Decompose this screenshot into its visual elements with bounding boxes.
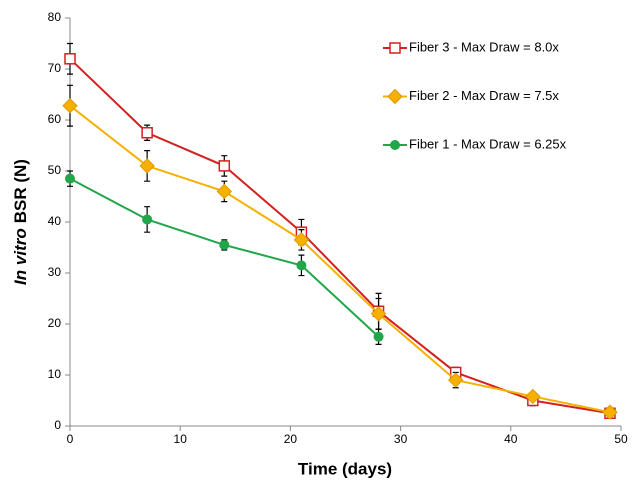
series-line bbox=[69, 58, 611, 415]
data-point bbox=[141, 127, 153, 139]
legend-marker bbox=[387, 88, 403, 105]
x-tick-label: 40 bbox=[504, 432, 518, 446]
data-point bbox=[373, 331, 384, 342]
legend-label: Fiber 2 - Max Draw = 7.5x bbox=[409, 88, 559, 103]
data-point bbox=[525, 388, 541, 405]
data-point bbox=[219, 239, 230, 250]
y-tick-label: 20 bbox=[48, 316, 62, 330]
y-tick-label: 30 bbox=[48, 265, 62, 279]
legend-label: Fiber 3 - Max Draw = 8.0x bbox=[409, 39, 559, 54]
series-line bbox=[69, 177, 380, 338]
data-point bbox=[370, 306, 387, 322]
data-point bbox=[64, 53, 76, 65]
y-tick-label: 50 bbox=[48, 163, 62, 177]
data-point bbox=[602, 404, 618, 420]
series-line bbox=[69, 104, 611, 414]
data-point bbox=[447, 372, 464, 388]
data-point bbox=[216, 183, 232, 200]
x-tick-label: 30 bbox=[394, 432, 408, 446]
data-point bbox=[293, 232, 310, 248]
legend-label: Fiber 1 - Max Draw = 6.25x bbox=[409, 136, 567, 151]
x-tick-label: 20 bbox=[284, 432, 298, 446]
data-point bbox=[65, 173, 75, 184]
y-tick-label: 10 bbox=[48, 367, 62, 381]
y-axis-label: In vitro BSR (N) bbox=[11, 159, 30, 285]
y-axis-label-rest: BSR (N) bbox=[11, 159, 30, 223]
y-tick-label: 40 bbox=[48, 214, 62, 228]
data-point bbox=[139, 158, 155, 174]
y-tick-label: 70 bbox=[48, 61, 62, 75]
x-tick-label: 0 bbox=[67, 432, 74, 446]
data-point bbox=[218, 160, 231, 172]
x-axis-label: Time (days) bbox=[298, 459, 392, 478]
y-axis-label-italic: In vitro bbox=[11, 228, 30, 285]
data-point bbox=[296, 260, 307, 271]
y-tick-label: 60 bbox=[48, 112, 62, 126]
data-point bbox=[142, 214, 153, 225]
y-tick-label: 0 bbox=[54, 418, 61, 432]
x-tick-label: 10 bbox=[174, 432, 188, 446]
data-point bbox=[62, 98, 78, 114]
y-tick-label: 80 bbox=[48, 10, 62, 24]
legend-marker bbox=[389, 42, 401, 54]
legend-marker bbox=[390, 140, 400, 150]
x-tick-label: 50 bbox=[614, 432, 628, 446]
